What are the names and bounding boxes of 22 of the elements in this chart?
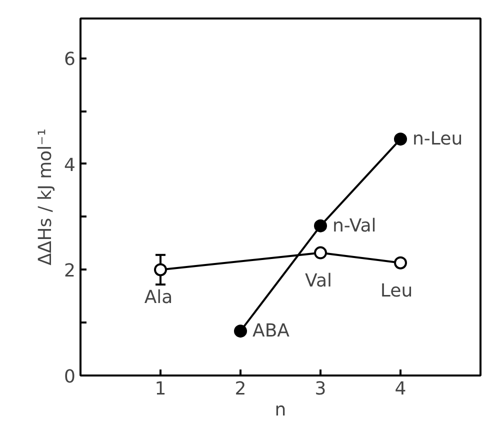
annotation: n-Leu [412,128,463,150]
x-tick-label: 4 [394,378,406,400]
point [154,263,167,276]
y-tick-label: 0 [64,366,76,388]
annotation: ABA [252,320,290,342]
point [234,324,247,338]
x-axis-title: n [274,400,286,420]
point [394,256,407,270]
annotation: Ala [144,287,173,308]
y-tick-label: 4 [64,154,76,176]
x-tick-label: 3 [314,378,326,400]
x-tick-label: 1 [154,378,166,400]
annotation: Leu [380,280,413,302]
y-tick-label: 2 [64,260,76,282]
x-tick-label: 2 [234,378,246,400]
annotation: n-Val [332,215,376,236]
y-tick-label: 6 [64,49,76,70]
point [314,246,327,260]
annotation: Val [305,270,332,292]
point [314,219,327,232]
point [394,132,407,146]
y-axis-title: ΔΔHs / kJ mol⁻¹ [35,128,56,266]
